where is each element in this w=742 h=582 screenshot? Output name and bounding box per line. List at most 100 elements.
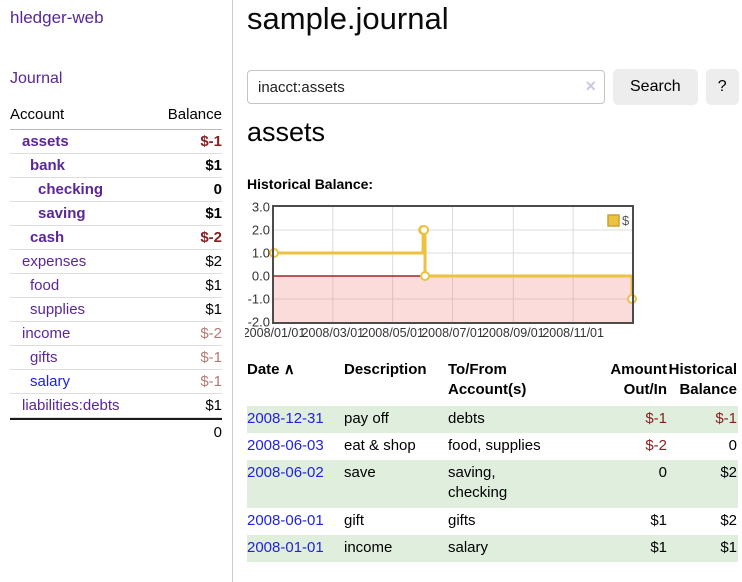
sidebar-account-row: gifts $-1	[10, 346, 222, 370]
account-balance: $-1	[200, 349, 222, 366]
sidebar-account-row: income $-2	[10, 322, 222, 346]
account-balance: $2	[205, 253, 222, 270]
transactions-table: Date ∧ Description To/From Account(s) Am…	[247, 358, 738, 562]
account-link[interactable]: supplies	[30, 301, 86, 318]
transaction-balance: $2	[720, 511, 737, 529]
account-balance: $-1	[200, 373, 222, 390]
accounts-total-value: 0	[213, 424, 222, 441]
x-tick-label: 2008/07/01	[421, 326, 484, 340]
clear-icon[interactable]: ×	[585, 76, 596, 96]
account-balance: $1	[205, 277, 222, 294]
transaction-balance: $-1	[715, 409, 737, 427]
account-balance: $-2	[200, 229, 222, 246]
balance-column-header: Historical Balance	[668, 361, 737, 399]
transaction-description: income	[344, 538, 393, 556]
account-link[interactable]: liabilities:debts	[22, 397, 120, 414]
y-tick-label: 0.0	[252, 269, 270, 284]
chart-title: Historical Balance:	[247, 176, 374, 192]
date-column-header[interactable]: Date ∧	[247, 361, 295, 378]
account-link[interactable]: checking	[38, 181, 104, 198]
y-tick-label: -2.0	[248, 315, 270, 330]
brand-link[interactable]: hledger-web	[10, 8, 104, 27]
account-link[interactable]: salary	[30, 373, 71, 390]
account-link[interactable]: food	[30, 277, 60, 294]
transaction-amount: $1	[650, 511, 667, 529]
x-tick-label: 2008/05/01	[361, 326, 424, 340]
transaction-date-link[interactable]: 2008-06-02	[247, 464, 324, 481]
sidebar-account-row: salary $-1	[10, 370, 222, 394]
x-tick-label: 2008/03/01	[302, 326, 365, 340]
account-balance: 0	[213, 181, 222, 198]
account-balance: $-2	[200, 325, 222, 342]
description-column-header: Description	[344, 361, 427, 378]
transaction-date-link[interactable]: 2008-01-01	[247, 538, 324, 556]
negative-region	[274, 276, 632, 322]
sidebar-account-row: bank $1	[10, 154, 222, 178]
account-link[interactable]: saving	[38, 205, 86, 222]
transaction-amount: $-1	[645, 409, 667, 427]
transaction-accounts: salary	[448, 538, 489, 556]
transaction-balance: 0	[728, 436, 737, 454]
account-heading: assets	[247, 117, 326, 147]
account-balance: $1	[205, 397, 222, 414]
transaction-description: pay off	[344, 409, 389, 427]
account-link[interactable]: income	[22, 325, 71, 342]
transaction-row[interactable]: 2008-06-03 eat & shop food, supplies $-2…	[247, 433, 738, 460]
account-link[interactable]: expenses	[22, 253, 87, 270]
sort-ascending-icon: ∧	[283, 361, 295, 378]
sidebar: hledger-web Journal Account Balance asse…	[0, 0, 233, 582]
y-tick-label: 1.0	[252, 246, 270, 261]
account-balance: $1	[205, 301, 222, 318]
sidebar-account-row: checking 0	[10, 178, 222, 202]
transaction-accounts: debts	[448, 409, 485, 427]
transaction-date-link[interactable]: 2008-12-31	[247, 409, 324, 427]
accounts-header-account: Account	[10, 106, 65, 123]
transaction-row[interactable]: 2008-06-01 gift gifts $1 $2	[247, 508, 738, 535]
account-link[interactable]: gifts	[30, 349, 58, 366]
y-tick-label: -1.0	[248, 292, 270, 307]
account-link[interactable]: assets	[22, 133, 69, 150]
sidebar-account-row: supplies $1	[10, 298, 222, 322]
transaction-date-link[interactable]: 2008-06-01	[247, 511, 324, 529]
account-balance: $1	[205, 205, 222, 222]
transaction-amount: $1	[650, 538, 667, 556]
x-tick-label: 2008/11/01	[542, 326, 604, 340]
transactions-header-row: Date ∧ Description To/From Account(s) Am…	[247, 358, 738, 406]
x-tick-label: 2008/01/01	[245, 326, 305, 340]
sidebar-account-row: saving $1	[10, 202, 222, 226]
transaction-row[interactable]: 2008-01-01 income salary $1 $1	[247, 534, 738, 562]
transaction-accounts: food, supplies	[448, 436, 541, 454]
sidebar-account-row: expenses $2	[10, 250, 222, 274]
plot-border	[272, 205, 634, 324]
transaction-date-link[interactable]: 2008-06-03	[247, 436, 324, 454]
transaction-balance: $1	[720, 538, 737, 556]
transaction-description: save	[344, 464, 376, 481]
sidebar-item-journal[interactable]: Journal	[10, 70, 63, 87]
account-balance: $-1	[200, 133, 222, 150]
sidebar-account-row: cash $-2	[10, 226, 222, 250]
transaction-accounts: saving, checking	[448, 464, 508, 502]
search-box: ×	[247, 70, 605, 104]
historical-balance-chart: $3.0 2.0 1.0 0.0 -1.0 -2.02008/01/012008/03/0…	[245, 200, 637, 340]
transaction-amount: $-2	[645, 436, 667, 454]
x-tick-label: 2008/09/01	[482, 326, 545, 340]
sidebar-account-row: assets $-1	[10, 130, 222, 154]
transaction-row[interactable]: 2008-06-02 save saving, checking 0 $2	[247, 460, 738, 508]
search-input[interactable]	[247, 70, 605, 104]
account-link[interactable]: cash	[30, 229, 65, 246]
y-tick-label: 2.0	[252, 223, 270, 238]
accounts-tree: Account Balance assets $-1 bank $1 check…	[10, 104, 222, 445]
search-form: × Search ?	[247, 69, 739, 105]
search-button[interactable]: Search	[613, 69, 698, 105]
sidebar-account-row: food $1	[10, 274, 222, 298]
legend-label: $	[622, 213, 630, 228]
legend-swatch	[607, 214, 620, 227]
data-point-marker	[420, 271, 431, 281]
sidebar-account-row: liabilities:debts $1	[10, 394, 222, 418]
transaction-row[interactable]: 2008-12-31 pay off debts $-1 $-1	[247, 405, 738, 433]
transaction-balance: $2	[720, 464, 737, 481]
y-tick-label: 3.0	[252, 200, 270, 215]
transaction-amount: 0	[658, 464, 667, 481]
help-button[interactable]: ?	[705, 69, 739, 105]
account-link[interactable]: bank	[30, 157, 66, 174]
